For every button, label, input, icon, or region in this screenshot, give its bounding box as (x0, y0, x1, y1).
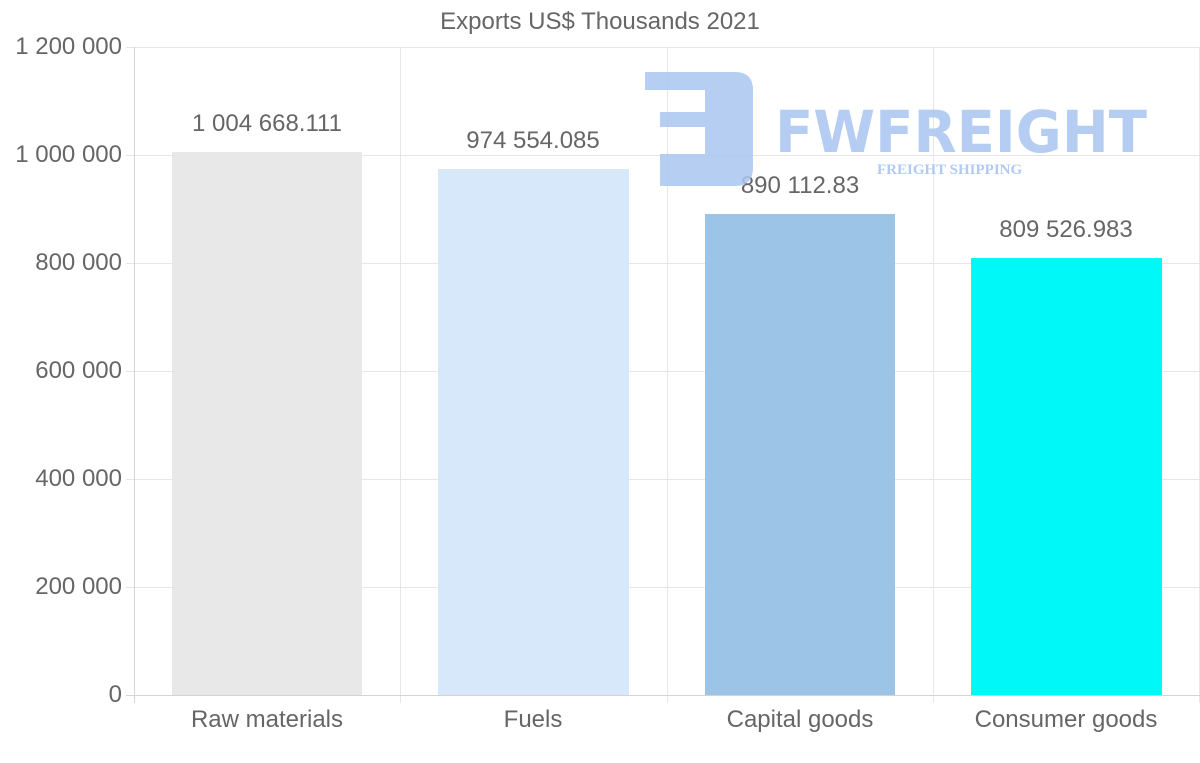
value-label: 1 004 668.111 (192, 110, 342, 138)
bar-capital-goods[interactable] (705, 214, 895, 695)
y-tick-label: 400 000 (35, 465, 122, 492)
gridline-200000 (126, 587, 1200, 588)
y-axis (134, 47, 135, 703)
gridline-600000 (126, 371, 1200, 372)
y-tick-label: 200 000 (35, 573, 122, 600)
gridline-800000 (126, 263, 1200, 264)
x-tick-label: Fuels (503, 706, 563, 733)
category-divider (400, 47, 401, 703)
y-tick-label: 800 000 (35, 249, 122, 276)
y-tick-label: 1 200 000 (15, 33, 122, 60)
value-label: 974 554.085 (466, 126, 600, 154)
category-divider (933, 47, 934, 703)
y-tick-label: 1 000 000 (15, 141, 122, 168)
category-divider (667, 47, 668, 703)
x-tick-label: Consumer goods (974, 706, 1158, 733)
value-label: 809 526.983 (999, 215, 1133, 243)
chart-title: Exports US$ Thousands 2021 (440, 8, 760, 35)
bar-raw-materials[interactable] (172, 152, 362, 695)
fwfreight-watermark: FWFREIGHT FREIGHT SHIPPING (645, 72, 1155, 187)
x-tick-label: Raw materials (190, 706, 344, 733)
bar-consumer-goods[interactable] (971, 257, 1162, 695)
x-axis (126, 695, 1200, 696)
value-label: 890 112.83 (740, 172, 860, 200)
y-tick-label: 600 000 (35, 357, 122, 384)
gridline-400000 (126, 479, 1200, 480)
y-tick-label: 0 (108, 681, 122, 708)
fwfreight-logo-icon: FWFREIGHT FREIGHT SHIPPING (645, 72, 1147, 186)
bar-fuels[interactable] (438, 168, 629, 695)
x-tick-label: Capital goods (726, 706, 874, 733)
gridline-1200000 (126, 47, 1200, 48)
